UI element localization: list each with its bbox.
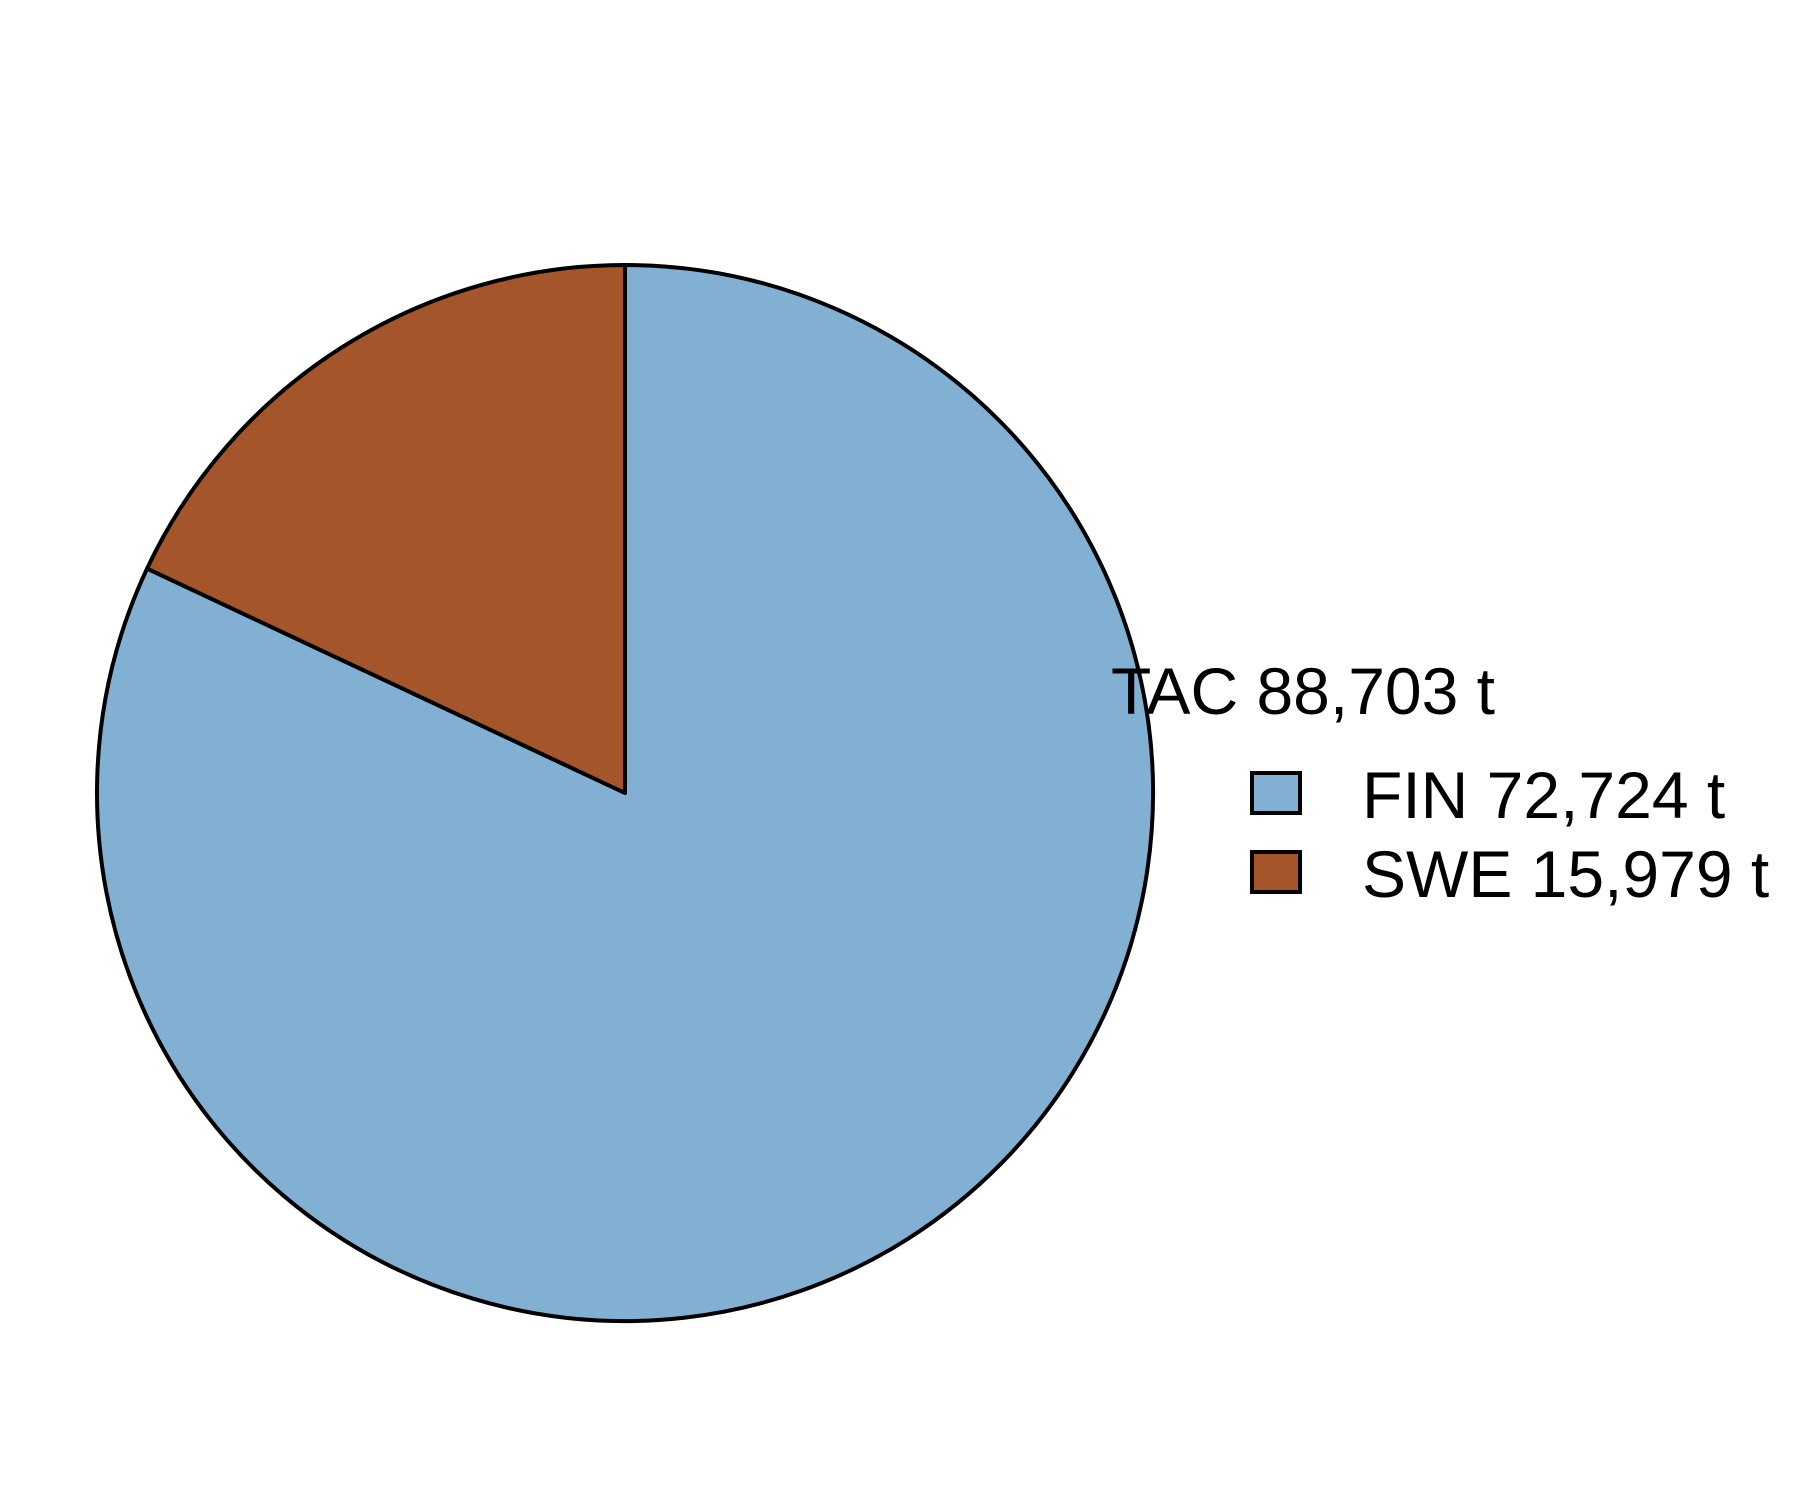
legend-swatch-swe (1250, 850, 1302, 894)
legend-swatch-fin (1250, 771, 1302, 815)
legend-title: TAC 88,703 t (1111, 654, 1495, 728)
pie-slices (95, 263, 1155, 1323)
legend-label-swe: SWE 15,979 t (1362, 837, 1769, 911)
pie-slice-swe (145, 263, 627, 795)
legend-label-fin: FIN 72,724 t (1362, 758, 1725, 832)
